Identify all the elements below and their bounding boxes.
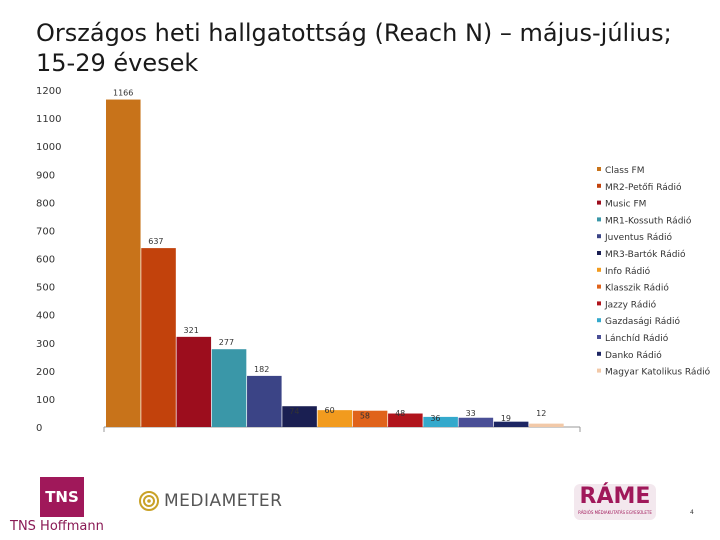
- legend-swatch: [597, 200, 601, 205]
- legend-label: MR2-Petőfi Rádió: [605, 182, 682, 193]
- data-label: 48: [395, 409, 405, 418]
- y-tick-label: 600: [36, 255, 55, 266]
- legend-swatch: [597, 183, 601, 188]
- legend-label: Lánchíd Rádió: [605, 333, 669, 344]
- legend-swatch: [597, 217, 601, 222]
- legend-label: Danko Rádió: [605, 350, 662, 361]
- bar: [529, 423, 564, 427]
- bar: [352, 410, 388, 427]
- legend-swatch: [597, 351, 601, 356]
- bar: [106, 99, 141, 427]
- y-tick-label: 700: [36, 226, 55, 237]
- y-tick-label: 800: [36, 198, 55, 209]
- mediameter-icon: [139, 491, 159, 511]
- chart-axes: [103, 426, 581, 432]
- mediameter-text: MEDIAMETER: [164, 491, 283, 511]
- data-label: 1166: [113, 89, 133, 98]
- legend: Class FM MR2-Petőfi Rádió Music FM MR1-Koss…: [597, 166, 711, 378]
- legend-label: Info Rádió: [605, 266, 651, 277]
- data-label: 277: [219, 338, 234, 347]
- legend-swatch: [597, 234, 601, 239]
- legend-swatch: [597, 284, 601, 289]
- data-label: 33: [466, 409, 476, 418]
- y-tick-label: 400: [36, 311, 55, 322]
- legend-label: MR1-Kossuth Rádió: [605, 215, 692, 226]
- legend-label: Juventus Rádió: [604, 232, 672, 243]
- data-label: 58: [360, 412, 370, 421]
- data-label: 74: [289, 407, 299, 416]
- y-tick-label: 0: [36, 423, 42, 434]
- y-tick-label: 300: [36, 339, 55, 350]
- company-name: TNS Hoffmann: [10, 519, 104, 534]
- y-tick-label: 1000: [36, 142, 61, 153]
- page-number: 4: [690, 509, 694, 516]
- data-labels: 1166 637 321 277 182 74 60 58 48 36 33 19 12: [113, 89, 546, 423]
- bar: [247, 375, 282, 427]
- data-label: 19: [501, 414, 511, 423]
- bar: [282, 406, 317, 427]
- bar: [388, 413, 423, 427]
- data-label: 637: [148, 237, 163, 246]
- bar: [211, 349, 247, 427]
- legend-swatch: [597, 267, 601, 272]
- legend-label: Gazdasági Rádió: [605, 316, 681, 327]
- bar: [317, 410, 353, 427]
- legend-swatch: [597, 167, 601, 171]
- data-label: 321: [184, 326, 199, 335]
- y-tick-label: 200: [36, 367, 55, 378]
- y-tick-labels: 0 100 200 300 400 500 600 700 800 900 1000 1100 1200: [36, 86, 61, 434]
- bar: [458, 417, 494, 427]
- bar: [423, 416, 458, 427]
- chart-title: Országos heti hallgatottság (Reach N) – …: [36, 19, 672, 77]
- y-tick-label: 900: [36, 170, 55, 181]
- bars: [106, 99, 564, 427]
- legend-swatch: [597, 335, 601, 339]
- bar: [176, 336, 212, 427]
- legend-label: Music FM: [605, 200, 646, 210]
- y-tick-label: 100: [36, 395, 55, 406]
- data-label: 60: [325, 406, 335, 415]
- data-label: 36: [430, 414, 440, 423]
- legend-label: Jazzy Rádió: [604, 299, 657, 310]
- tns-logo: TNS: [40, 477, 84, 517]
- legend-label: MR3-Bartók Rádió: [605, 249, 686, 260]
- data-label: 12: [536, 409, 546, 418]
- rame-subtitle: RÁDIÓS MÉDIAKUTATÁS EGYESÜLETE: [578, 510, 652, 515]
- legend-swatch: [597, 301, 601, 306]
- legend-swatch: [597, 318, 601, 323]
- mediameter-logo: MEDIAMETER: [138, 490, 283, 512]
- rame-logo: RÁME RÁDIÓS MÉDIAKUTATÁS EGYESÜLETE: [574, 484, 656, 520]
- legend-swatch: [597, 368, 601, 373]
- data-label: 182: [254, 365, 269, 374]
- y-tick-label: 500: [36, 283, 55, 294]
- y-tick-label: 1200: [36, 86, 61, 97]
- legend-swatch: [597, 251, 601, 255]
- bar: [141, 248, 176, 427]
- legend-label: Klasszik Rádió: [605, 283, 669, 294]
- rame-text: RÁME: [579, 484, 651, 509]
- legend-label: Magyar Katolikus Rádió: [605, 367, 711, 378]
- y-tick-label: 1100: [36, 114, 61, 125]
- legend-label: Class FM: [605, 166, 644, 176]
- bar: [493, 421, 529, 427]
